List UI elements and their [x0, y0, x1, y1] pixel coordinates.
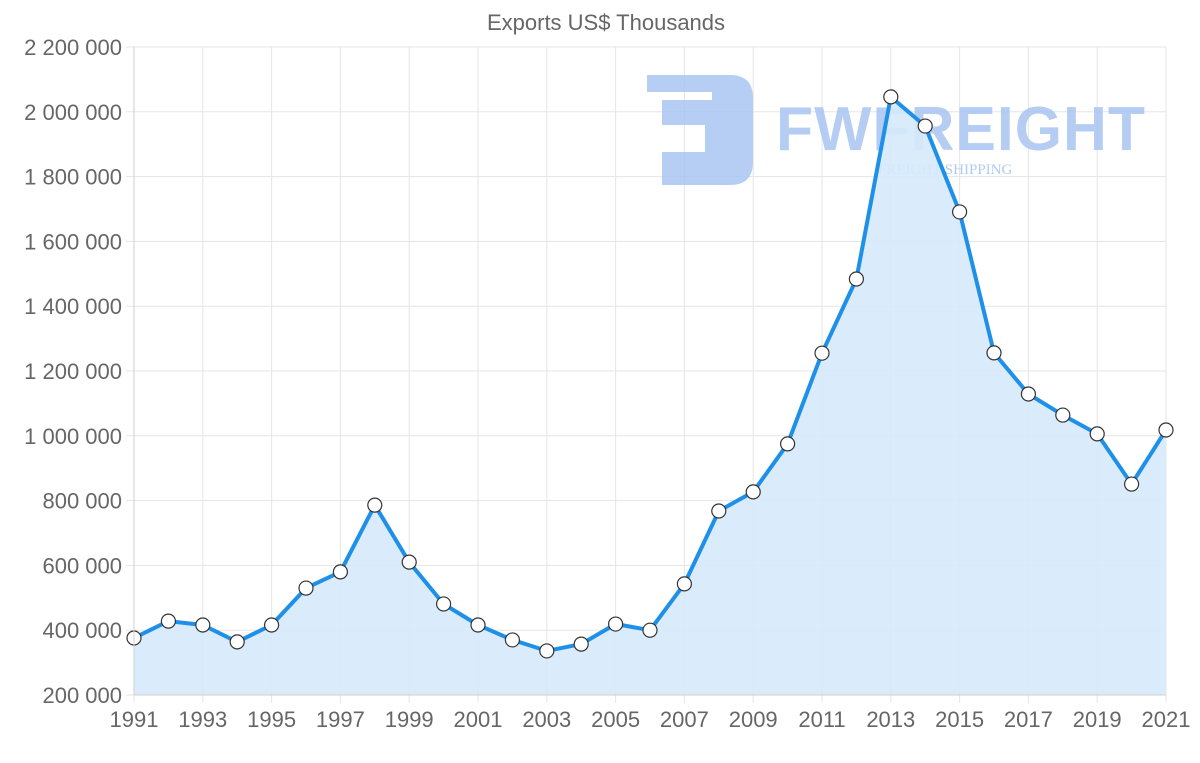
x-tick-label: 2005 [591, 707, 640, 732]
y-tick-label: 2 000 000 [24, 100, 122, 125]
y-tick-label: 400 000 [42, 618, 122, 643]
x-tick-label: 2015 [935, 707, 984, 732]
x-tick-label: 2013 [866, 707, 915, 732]
data-point[interactable]: 2020: 851000 [1123, 476, 1140, 492]
data-point[interactable]: 2019: 1006000 [1089, 426, 1105, 442]
watermark-logo-icon [647, 75, 753, 185]
data-point[interactable]: 2004: 357000 [573, 636, 589, 652]
axes: 2 200 000 2 000 000 1 800 000 1 600 000 1 40… [24, 35, 1190, 732]
x-tick-label: 2003 [522, 707, 571, 732]
x-tick-label: 2011 [798, 707, 845, 732]
y-tick-label: 1 600 000 [24, 229, 122, 254]
data-point[interactable]: 2014: 1956000 [917, 118, 933, 134]
y-tick-label: 2 200 000 [24, 35, 122, 60]
data-point[interactable]: 2005: 419000 [607, 616, 624, 632]
data-point[interactable]: 2007: 543000 [676, 576, 693, 592]
data-point[interactable]: 2003: 336000 [539, 643, 555, 659]
watermark: FWFREIGHT FREIGHT SHIPPING [647, 75, 1146, 185]
data-point[interactable]: 1997: 580000 [332, 564, 348, 580]
y-tick-label: 800 000 [42, 489, 122, 514]
y-tick-label: 600 000 [42, 553, 122, 578]
x-tick-label: 2009 [729, 707, 778, 732]
data-point[interactable]: 2017: 1129000 [1020, 386, 1037, 402]
x-tick-label: 2017 [1004, 707, 1053, 732]
data-point[interactable]: 2013: 2046000 [883, 89, 899, 105]
data-point[interactable]: 2001: 416000 [470, 617, 486, 633]
data-point[interactable]: 1998: 786000 [367, 497, 383, 513]
y-tick-label: 1 400 000 [24, 294, 122, 319]
x-tick-label: 2007 [660, 707, 709, 732]
data-point[interactable]: 1992: 428000 [160, 613, 176, 629]
data-point[interactable]: 2009: 827000 [745, 484, 761, 500]
data-point[interactable]: 1996: 530000 [298, 580, 314, 596]
data-series: 1991: 3760001992: 4280001993: 4160001994… [126, 89, 1174, 695]
y-tick-label: 1 800 000 [24, 165, 122, 190]
data-point[interactable]: 2012: 1484000 [848, 271, 865, 287]
data-point[interactable]: 2011: 1255000 [814, 345, 830, 361]
x-tick-label: 2021 [1142, 707, 1191, 732]
data-point[interactable]: 1994: 364000 [229, 634, 245, 650]
data-point[interactable]: 2008: 768000 [711, 503, 727, 519]
x-tick-label: 1993 [178, 707, 227, 732]
data-point[interactable]: 2015: 1691000 [951, 204, 968, 220]
data-point[interactable]: 2010: 975000 [779, 436, 796, 452]
data-point[interactable]: 1995: 416000 [264, 617, 280, 633]
data-point[interactable]: 1993: 416000 [195, 617, 211, 633]
data-point[interactable]: 2018: 1064000 [1055, 407, 1071, 423]
x-tick-label: 2001 [454, 707, 503, 732]
y-tick-label: 200 000 [42, 683, 122, 708]
x-tick-label: 1995 [247, 707, 296, 732]
x-tick-label: 1991 [110, 707, 159, 732]
watermark-brand: FWFREIGHT [776, 95, 1146, 164]
chart-title: Exports US$ Thousands [487, 10, 725, 35]
y-tick-label: 1 200 000 [24, 359, 122, 384]
data-point[interactable]: 2021: 1018000 [1158, 422, 1174, 438]
series-area-fill [134, 96, 1166, 695]
y-tick-label: 1 000 000 [24, 424, 122, 449]
x-tick-label: 1999 [385, 707, 434, 732]
data-point[interactable]: 2016: 1256000 [986, 345, 1002, 361]
data-point[interactable]: 1999: 610000 [401, 554, 417, 570]
x-tick-label: 1997 [316, 707, 365, 732]
data-point[interactable]: 2002: 370000 [504, 632, 521, 648]
x-tick-label: 2019 [1073, 707, 1122, 732]
